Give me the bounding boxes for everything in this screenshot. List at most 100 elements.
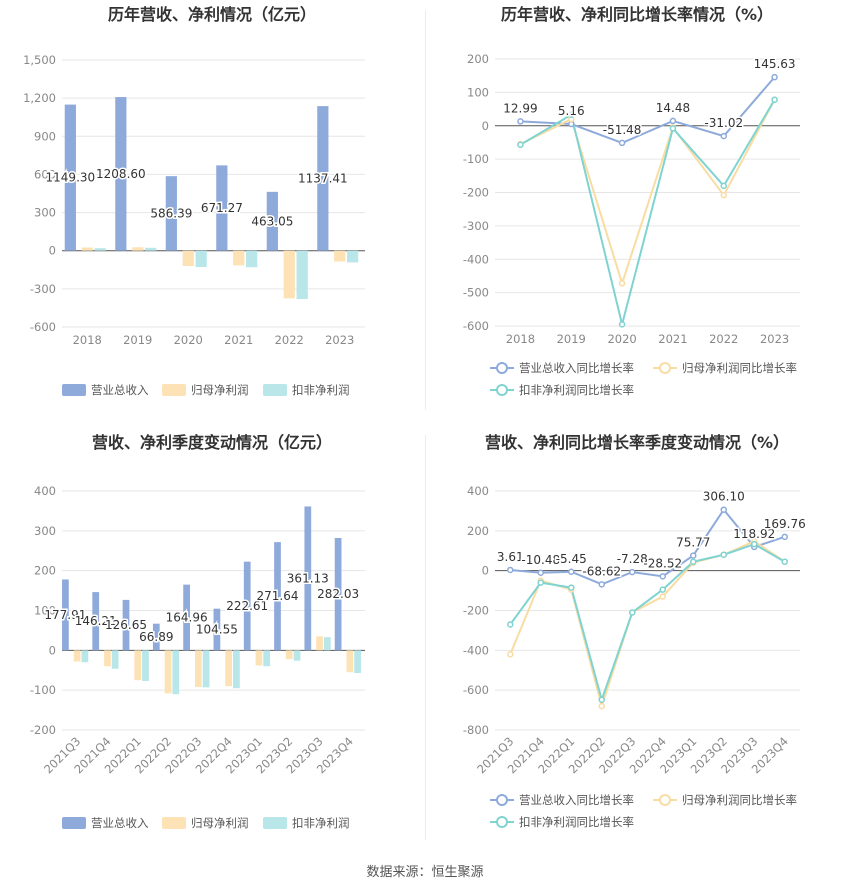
- legend-marker-revenue: [496, 362, 508, 374]
- y-tick-label: -100: [30, 683, 56, 697]
- bar-net-profit: [194, 650, 202, 687]
- data-label: 104.55: [196, 623, 238, 637]
- y-tick-label: -200: [463, 186, 489, 200]
- bar-deducted-profit: [347, 250, 359, 263]
- x-tick-label: 2020: [174, 333, 203, 347]
- bar-deducted-profit: [172, 650, 180, 695]
- legend-marker-deducted-profit: [496, 384, 508, 396]
- legend-label-net-profit: 归母净利润同比增长率: [682, 793, 797, 807]
- data-label: 361.13: [287, 571, 329, 585]
- bar-revenue: [64, 104, 76, 251]
- quarter-bar-panel: 营收、净利季度变动情况（亿元） -200 -100 0 100 200 300 400 2021…: [0, 425, 425, 845]
- y-tick-label: 0: [49, 244, 56, 258]
- x-tick-label: 2023: [760, 332, 789, 346]
- bar-deducted-profit: [195, 250, 207, 267]
- bar-deducted-profit: [94, 248, 106, 251]
- point-revenue: [537, 569, 544, 577]
- bar-net-profit: [104, 650, 111, 667]
- point-deducted-profit: [507, 621, 514, 628]
- y-tick-label: 0: [482, 119, 489, 133]
- point-revenue: [781, 533, 788, 541]
- bar-revenue: [243, 561, 251, 651]
- bar-revenue: [165, 176, 177, 251]
- data-label: -51.48: [603, 123, 642, 137]
- y-tick-label: 300: [34, 524, 56, 538]
- data-label: 14.48: [656, 101, 690, 115]
- legend-label-deducted-profit: 扣非净利润同比增长率: [519, 383, 634, 397]
- bar-net-profit: [283, 250, 295, 299]
- bar-revenue: [92, 592, 100, 651]
- data-label: -31.02: [704, 116, 743, 130]
- legend-swatch-revenue: [62, 384, 86, 396]
- bar-deducted-profit: [263, 650, 271, 667]
- point-deducted-profit: [568, 584, 575, 591]
- point-revenue: [618, 139, 626, 147]
- y-tick-label: -200: [30, 723, 56, 737]
- y-tick-label: 900: [34, 129, 56, 143]
- bar-net-profit: [73, 650, 81, 662]
- point-deducted-profit: [618, 321, 626, 328]
- x-tick-label: 2022: [709, 332, 738, 346]
- data-label: 3.61: [497, 550, 524, 564]
- point-deducted-profit: [669, 125, 677, 132]
- point-net-profit: [507, 651, 514, 658]
- legend-label-net-profit: 归母净利润同比增长率: [682, 361, 797, 375]
- bar-deducted-profit: [296, 250, 308, 300]
- data-label: 75.77: [676, 536, 710, 550]
- legend-label-revenue: 营业总收入: [91, 383, 149, 397]
- data-label: 177.91: [44, 608, 86, 622]
- y-tick-label: -400: [463, 252, 489, 266]
- data-label: -28.52: [643, 556, 682, 570]
- quarterly-growth-chart: 营收、净利同比增长率季度变动情况（%） -800 -600 -400 -200 0 200 4…: [463, 433, 807, 829]
- point-revenue: [720, 506, 727, 513]
- data-label: 126.65: [105, 618, 147, 632]
- data-label: 282.03: [317, 587, 359, 601]
- data-label: 271.64: [257, 589, 299, 603]
- panel-divider-vertical: [425, 10, 426, 410]
- bar-net-profit: [233, 250, 245, 266]
- y-tick-label: -300: [30, 282, 56, 296]
- data-label: 671.27: [201, 201, 243, 215]
- bar-net-profit: [132, 247, 144, 251]
- bar-deducted-profit: [233, 650, 240, 689]
- data-label: -68.62: [582, 564, 621, 578]
- bar-net-profit: [225, 650, 233, 687]
- point-deducted-profit: [720, 182, 727, 190]
- data-label: 118.92: [733, 527, 775, 541]
- y-tick-label: 200: [467, 524, 489, 538]
- legend-swatch-deducted-profit: [263, 384, 287, 396]
- annual-line-panel: 历年营收、净利同比增长率情况（%） -600 -500 -400 -300 -200 -10…: [425, 0, 850, 420]
- bar-revenue: [304, 506, 312, 651]
- point-net-profit: [720, 191, 727, 199]
- y-tick-label: -600: [30, 320, 56, 334]
- data-label: 169.76: [764, 517, 806, 531]
- legend-marker-net-profit: [659, 794, 671, 806]
- quarterly-bar-chart: 营收、净利季度变动情况（亿元）-200-10001002003004002021…: [30, 433, 365, 830]
- bar-net-profit: [285, 650, 293, 660]
- point-revenue: [690, 552, 697, 559]
- bar-net-profit: [182, 250, 194, 266]
- y-tick-label: -100: [463, 152, 489, 166]
- x-tick-label: 2021: [224, 333, 253, 347]
- x-tick-label: 2020: [607, 332, 636, 346]
- legend-swatch-net-profit: [162, 817, 186, 829]
- y-tick-label: -300: [463, 219, 489, 233]
- point-revenue: [771, 73, 778, 81]
- x-tick-label: 2022: [275, 333, 304, 347]
- bar-revenue: [62, 579, 69, 651]
- data-label: -7.28: [617, 552, 648, 566]
- data-label: -10.48: [521, 553, 560, 567]
- y-tick-label: -600: [463, 683, 489, 697]
- point-deducted-profit: [568, 111, 575, 118]
- bar-deducted-profit: [323, 637, 331, 651]
- bar-deducted-profit: [142, 650, 149, 682]
- bar-revenue: [216, 165, 228, 251]
- data-label: 164.96: [166, 610, 208, 624]
- bar-deducted-profit: [293, 650, 301, 661]
- annual-bar-chart: 历年营收、净利情况（亿元） -600 -300 0 300 600 900 1,200 1,50…: [23, 5, 365, 397]
- data-label: 463.05: [251, 214, 293, 228]
- bar-net-profit: [81, 247, 93, 251]
- point-revenue: [659, 573, 666, 580]
- x-tick-label: 2018: [506, 332, 535, 346]
- point-net-profit: [598, 702, 605, 710]
